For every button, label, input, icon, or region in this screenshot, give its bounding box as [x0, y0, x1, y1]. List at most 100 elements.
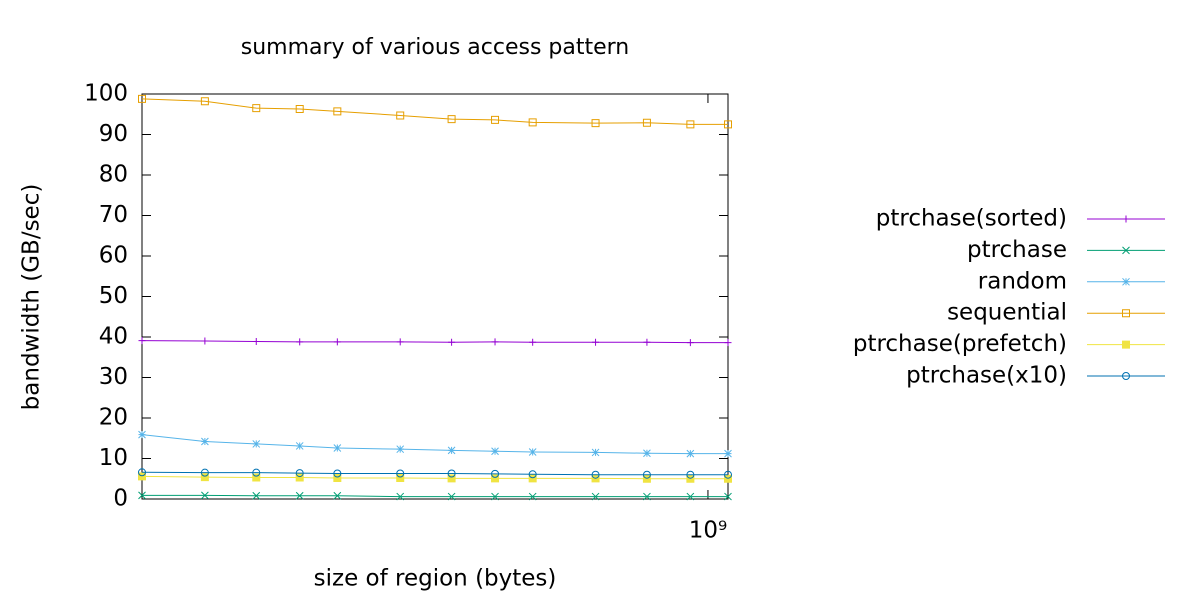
point-marker	[333, 444, 342, 452]
point-marker	[201, 491, 209, 500]
point-marker	[642, 470, 651, 479]
plot-frame	[141, 93, 729, 500]
point-marker	[591, 119, 600, 128]
point-marker	[643, 492, 651, 501]
y-tick-label: 10	[99, 445, 128, 471]
series-line	[142, 494, 728, 498]
y-tick-label: 100	[84, 81, 128, 107]
legend-label: ptrchase(prefetch)	[853, 331, 1067, 357]
point-marker	[491, 115, 500, 124]
legend-label: sequential	[947, 300, 1067, 326]
point-marker	[528, 470, 537, 479]
legend-marker	[1122, 309, 1130, 318]
point-marker	[333, 473, 342, 482]
point-marker	[252, 104, 261, 113]
point-marker	[724, 470, 733, 479]
point-marker	[491, 447, 499, 456]
point-marker	[529, 338, 537, 346]
point-marker	[252, 337, 260, 345]
point-marker	[252, 491, 261, 500]
point-marker	[201, 437, 209, 446]
point-marker	[295, 104, 304, 113]
point-marker	[686, 470, 695, 479]
point-marker	[447, 446, 456, 455]
point-marker	[591, 470, 600, 479]
point-marker	[642, 474, 651, 483]
point-marker	[333, 469, 342, 478]
point-marker	[528, 474, 537, 483]
point-marker	[686, 492, 695, 501]
point-marker	[295, 491, 304, 500]
point-marker	[686, 339, 694, 347]
point-marker	[447, 469, 456, 478]
point-marker	[591, 448, 600, 457]
point-marker	[491, 492, 499, 501]
point-marker	[724, 339, 732, 347]
y-axis-label: bandwidth (GB/sec)	[19, 184, 45, 411]
series-line	[141, 434, 728, 455]
point-marker	[200, 97, 209, 106]
point-marker	[138, 430, 146, 439]
series-line	[141, 475, 728, 480]
y-tick-label: 90	[99, 121, 128, 147]
y-tick-label: 40	[99, 324, 128, 350]
point-marker	[724, 449, 732, 458]
y-tick-label: 0	[113, 486, 128, 512]
point-marker	[296, 338, 304, 346]
point-marker	[528, 492, 537, 501]
point-marker	[724, 492, 732, 501]
legend-marker	[1122, 340, 1130, 349]
point-marker	[528, 118, 537, 127]
legend-marker	[1122, 246, 1130, 255]
point-marker	[396, 492, 405, 501]
point-marker	[138, 94, 146, 103]
point-marker	[333, 491, 342, 500]
chart-title: summary of various access pattern	[241, 35, 629, 60]
y-tick-label: 50	[99, 283, 128, 309]
point-marker	[295, 469, 304, 478]
x-axis-label: size of region (bytes)	[314, 566, 557, 592]
y-tick-label: 70	[99, 202, 128, 228]
y-tick-label: 60	[99, 243, 128, 269]
point-marker	[200, 468, 209, 477]
point-marker	[333, 107, 342, 116]
point-marker	[138, 491, 146, 500]
point-marker	[447, 492, 456, 501]
point-marker	[295, 442, 304, 450]
point-marker	[724, 120, 732, 129]
x-tick-label: 10⁹	[689, 518, 728, 544]
series-line	[141, 471, 728, 476]
point-marker	[592, 338, 600, 346]
point-marker	[448, 338, 456, 346]
point-marker	[686, 120, 695, 129]
y-tick-label: 30	[99, 364, 128, 390]
point-marker	[591, 492, 600, 501]
point-marker	[333, 338, 341, 346]
legend-label: ptrchase(x10)	[906, 363, 1067, 389]
point-marker	[447, 115, 456, 124]
legend-label: ptrchase	[967, 237, 1067, 263]
legend-label: random	[978, 268, 1067, 294]
legend-marker	[1122, 215, 1130, 223]
point-marker	[396, 338, 404, 346]
point-marker	[201, 337, 209, 345]
point-marker	[138, 468, 147, 477]
y-tick-label: 80	[99, 162, 128, 188]
point-marker	[643, 449, 651, 458]
point-marker	[491, 469, 500, 478]
point-marker	[252, 440, 261, 448]
point-marker	[724, 474, 732, 483]
point-marker	[686, 474, 695, 483]
series-line	[141, 98, 728, 125]
point-marker	[396, 445, 405, 454]
point-marker	[396, 469, 405, 478]
point-marker	[642, 118, 651, 127]
legend-label: ptrchase(sorted)	[876, 206, 1067, 232]
point-marker	[686, 449, 695, 458]
y-tick-label: 20	[99, 405, 128, 431]
point-marker	[396, 111, 405, 120]
legend-marker	[1122, 277, 1130, 286]
point-marker	[491, 338, 499, 346]
legend-marker	[1122, 372, 1131, 380]
